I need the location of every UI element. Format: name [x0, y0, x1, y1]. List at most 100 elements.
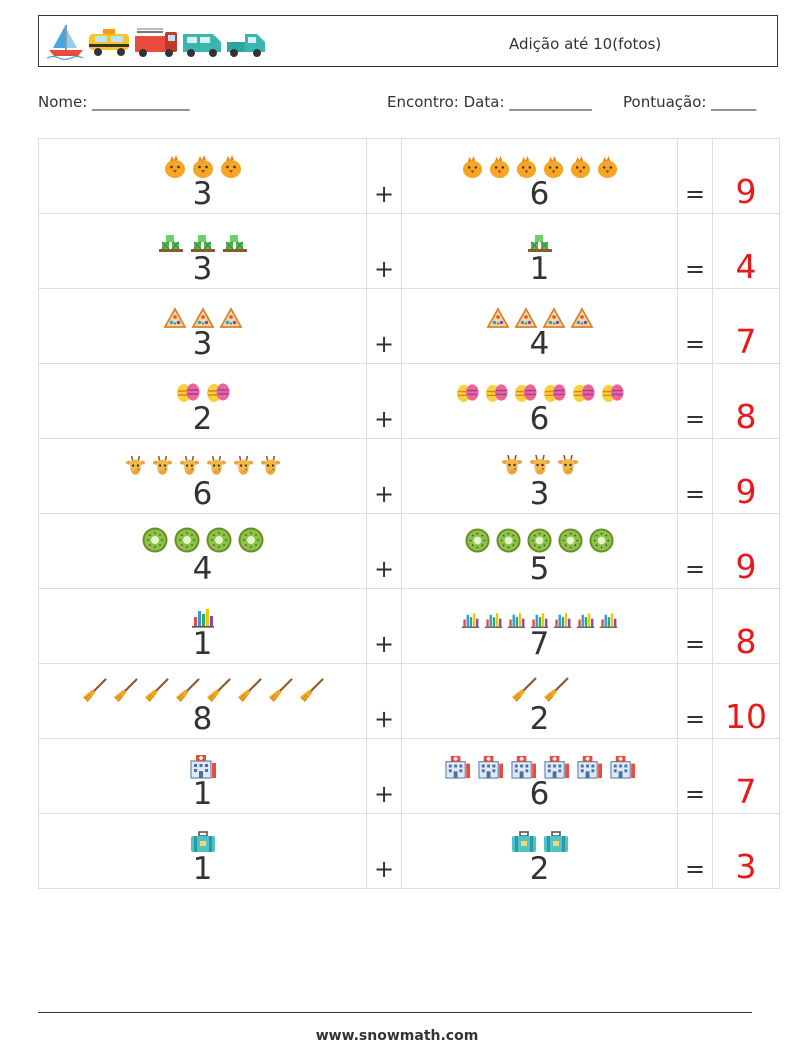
- hospital-icon: [543, 755, 569, 779]
- right-number: 3: [529, 476, 550, 512]
- equals-sign: =: [684, 405, 706, 433]
- broom-icon: [511, 677, 537, 702]
- broom-icon: [175, 678, 200, 703]
- pallet-icon: [158, 235, 183, 252]
- left-number: 1: [192, 776, 213, 812]
- answer-cell: 7: [712, 288, 780, 364]
- left-number: 3: [192, 176, 213, 212]
- left-operand-cell: 1: [38, 813, 367, 889]
- fire-truck-icon: [135, 28, 177, 57]
- right-number: 5: [529, 551, 550, 587]
- bar-chart-icon: [484, 613, 503, 628]
- giraffe-icon: [206, 455, 226, 475]
- footer-divider: [38, 1012, 752, 1013]
- equals-sign: =: [684, 255, 706, 283]
- left-number: 3: [192, 326, 213, 362]
- vehicle-banner: [46, 25, 265, 60]
- plus-sign: +: [373, 405, 395, 433]
- hospital-icon: [576, 755, 602, 779]
- pizza-slice-icon: [541, 307, 566, 328]
- suitcase-icon: [511, 831, 536, 852]
- equals-sign: =: [684, 180, 706, 208]
- equals-cell: =: [677, 738, 713, 814]
- answer-value: 7: [735, 772, 757, 811]
- left-number: 6: [192, 476, 213, 512]
- kiwi-icon: [142, 527, 167, 553]
- pizza-slice-icon: [513, 307, 538, 328]
- right-operand-cell: 1: [401, 213, 678, 289]
- answer-cell: 4: [712, 213, 780, 289]
- answer-value: 9: [735, 172, 757, 211]
- pizza-slice-icon: [190, 307, 215, 328]
- broom-icon: [543, 677, 569, 702]
- plus-cell: +: [366, 588, 402, 664]
- hospital-icon: [510, 755, 536, 779]
- plus-cell: +: [366, 363, 402, 439]
- chick-icon: [516, 155, 536, 178]
- answer-value: 7: [735, 322, 757, 361]
- left-operand-cell: 3: [38, 288, 367, 364]
- right-operand-cell: 6: [401, 138, 678, 214]
- easter-eggs-icon: [485, 384, 508, 403]
- chick-icon: [489, 155, 509, 178]
- equals-sign: =: [684, 780, 706, 808]
- plus-sign: +: [373, 705, 395, 733]
- left-number: 3: [192, 251, 213, 287]
- plus-cell: +: [366, 513, 402, 589]
- equals-cell: =: [677, 513, 713, 589]
- answer-value: 3: [735, 847, 757, 886]
- problem-row: 6 +3 = 9: [38, 438, 780, 514]
- plus-sign: +: [373, 780, 395, 808]
- plus-sign: +: [373, 480, 395, 508]
- right-picture-group: [402, 451, 677, 479]
- chick-icon: [570, 155, 590, 178]
- problem-row: 3 +6 = 9: [38, 138, 780, 214]
- broom-icon: [82, 678, 107, 703]
- pizza-slice-icon: [218, 307, 243, 328]
- answer-cell: 8: [712, 588, 780, 664]
- name-field: Nome: _____________: [38, 93, 190, 111]
- taxi-icon: [89, 29, 129, 56]
- equals-cell: =: [677, 588, 713, 664]
- equals-sign: =: [684, 705, 706, 733]
- equals-sign: =: [684, 480, 706, 508]
- plus-cell: +: [366, 213, 402, 289]
- answer-cell: 7: [712, 738, 780, 814]
- easter-eggs-icon: [176, 383, 199, 402]
- equals-sign: =: [684, 630, 706, 658]
- giraffe-icon: [557, 454, 578, 475]
- chick-icon: [192, 155, 213, 178]
- equals-sign: =: [684, 555, 706, 583]
- left-operand-cell: 3: [38, 213, 367, 289]
- chick-icon: [462, 155, 482, 178]
- pallet-icon: [190, 235, 215, 252]
- equals-cell: =: [677, 213, 713, 289]
- problem-row: 8 +2 = 10: [38, 663, 780, 739]
- left-number: 8: [192, 701, 213, 737]
- right-picture-group: [402, 301, 677, 329]
- left-picture-group: [39, 226, 366, 254]
- answer-cell: 8: [712, 363, 780, 439]
- plus-sign: +: [373, 330, 395, 358]
- bar-chart-icon: [507, 613, 526, 628]
- site-url: www.snowmath.com: [315, 1028, 479, 1044]
- equals-cell: =: [677, 813, 713, 889]
- left-number: 1: [192, 851, 213, 887]
- chick-icon: [543, 155, 563, 178]
- answer-cell: 3: [712, 813, 780, 889]
- left-number: 2: [192, 401, 213, 437]
- left-picture-group: [39, 676, 366, 704]
- chick-icon: [164, 155, 185, 178]
- left-picture-group: [39, 526, 366, 554]
- kiwi-icon: [589, 528, 614, 553]
- left-picture-group: [39, 376, 366, 404]
- easter-eggs-icon: [514, 384, 537, 403]
- problem-row: 3 +4 = 7: [38, 288, 780, 364]
- kiwi-icon: [496, 528, 521, 553]
- answer-value: 8: [735, 397, 757, 436]
- left-operand-cell: 4: [38, 513, 367, 589]
- kiwi-icon: [527, 528, 552, 553]
- chick-icon: [597, 155, 617, 178]
- worksheet-header: Adição até 10(fotos): [38, 15, 778, 67]
- equals-cell: =: [677, 288, 713, 364]
